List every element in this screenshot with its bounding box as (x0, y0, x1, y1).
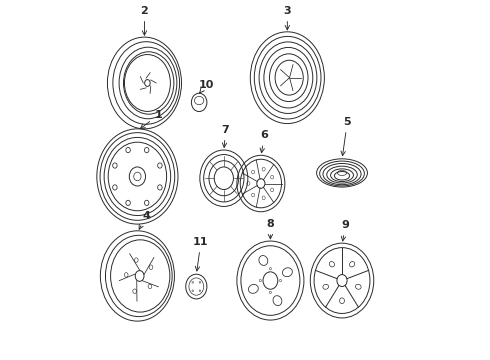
Text: 7: 7 (221, 125, 229, 147)
Text: 3: 3 (284, 6, 291, 30)
Text: 5: 5 (341, 117, 351, 156)
Text: 8: 8 (267, 219, 274, 239)
Text: 4: 4 (139, 211, 150, 229)
Text: 6: 6 (260, 130, 269, 153)
Text: 9: 9 (342, 220, 349, 241)
Text: 1: 1 (141, 110, 163, 129)
Text: 2: 2 (141, 6, 148, 35)
Text: 11: 11 (193, 237, 209, 271)
Text: 10: 10 (198, 80, 214, 93)
